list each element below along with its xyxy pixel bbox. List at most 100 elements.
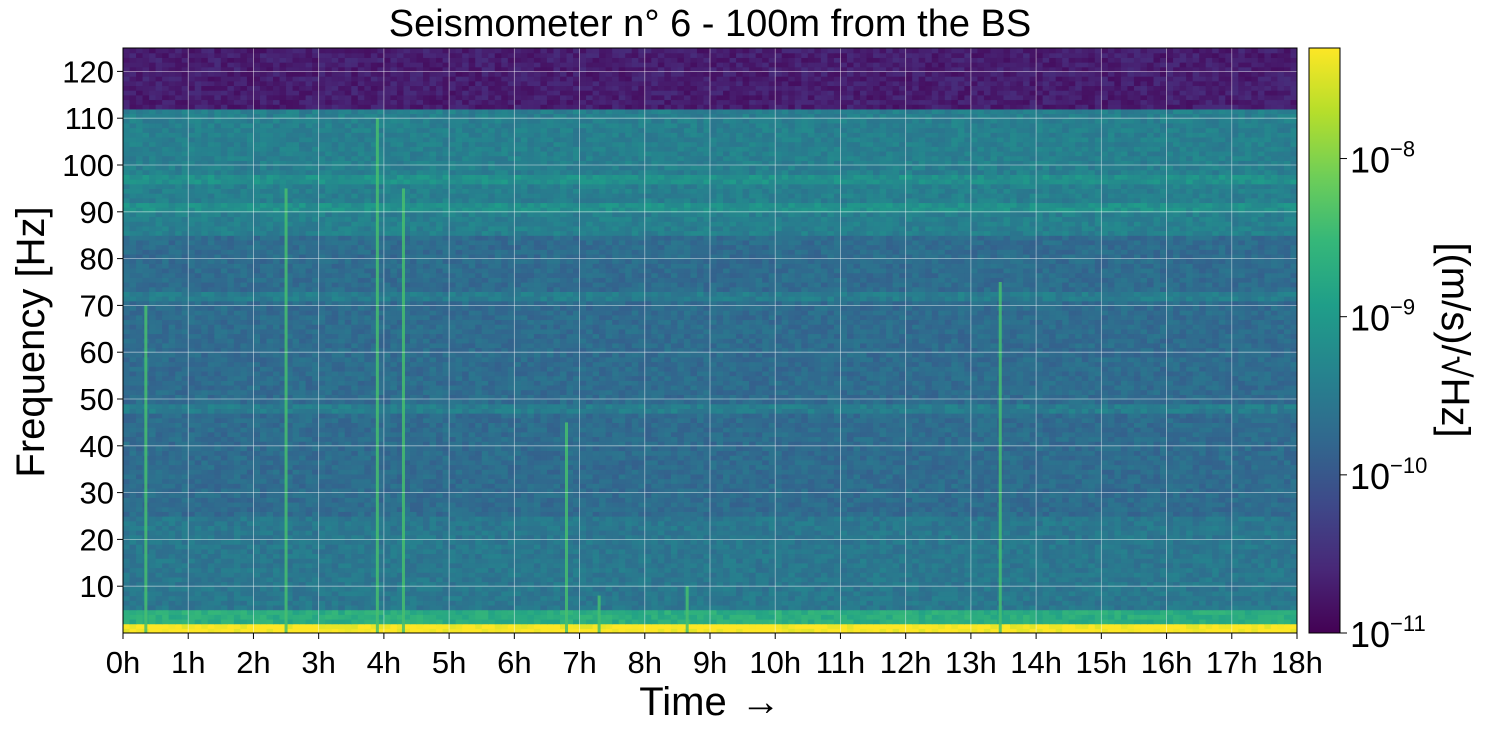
heatmap-cell [990,525,997,530]
heatmap-cell [227,596,234,601]
heatmap-cell [1180,614,1187,619]
heatmap-cell [1277,530,1284,535]
heatmap-cell [253,553,260,558]
heatmap-cell [743,511,750,516]
heatmap-cell [266,549,273,554]
heatmap-cell [188,600,195,605]
heatmap-cell [769,558,776,563]
heatmap-cell [801,507,808,512]
heatmap-cell [1232,596,1239,601]
heatmap-cell [958,577,965,582]
heatmap-cell [508,596,515,601]
heatmap-cell [625,624,632,629]
heatmap-cell [795,610,802,615]
heatmap-cell [527,605,534,610]
heatmap-cell [612,502,619,507]
heatmap-cell [723,553,730,558]
heatmap-cell [319,614,326,619]
heatmap-cell [423,586,430,591]
heatmap-cell [1004,521,1011,526]
heatmap-cell [951,558,958,563]
heatmap-cell [508,511,515,516]
heatmap-cell [351,553,358,558]
heatmap-cell [358,577,365,582]
heatmap-cell [130,577,137,582]
heatmap-cell [208,530,215,535]
heatmap-cell [886,600,893,605]
heatmap-cell [1251,507,1258,512]
heatmap-cell [1088,516,1095,521]
heatmap-cell [449,619,456,624]
heatmap-cell [606,624,613,629]
heatmap-cell [475,502,482,507]
heatmap-cell [912,530,919,535]
heatmap-cell [619,539,626,544]
heatmap-cell [645,516,652,521]
heatmap-cell [723,558,730,563]
heatmap-cell [488,521,495,526]
heatmap-cell [1160,549,1167,554]
heatmap-cell [1258,591,1265,596]
heatmap-cell [1095,577,1102,582]
heatmap-cell [182,572,189,577]
heatmap-cell [1075,605,1082,610]
heatmap-cell [1258,567,1265,572]
heatmap-cell [1271,577,1278,582]
heatmap-cell [573,516,580,521]
heatmap-cell [723,605,730,610]
heatmap-cell [423,572,430,577]
heatmap-cell [938,507,945,512]
heatmap-cell [964,516,971,521]
heatmap-cell [697,572,704,577]
heatmap-cell [651,558,658,563]
heatmap-cell [462,586,469,591]
heatmap-cell [214,525,221,530]
heatmap-cell [1023,511,1030,516]
heatmap-cell [795,577,802,582]
heatmap-cell [221,600,228,605]
heatmap-cell [227,572,234,577]
heatmap-cell [384,591,391,596]
heatmap-cell [736,563,743,568]
heatmap-cell [919,591,926,596]
heatmap-cell [625,502,632,507]
heatmap-cell [1284,539,1291,544]
heatmap-cell [782,567,789,572]
heatmap-cell [782,539,789,544]
heatmap-cell [273,614,280,619]
heatmap-cell [319,544,326,549]
heatmap-cell [840,549,847,554]
heatmap-cell [234,610,241,615]
heatmap-cell [1173,596,1180,601]
heatmap-cell [919,605,926,610]
heatmap-cell [1264,596,1271,601]
heatmap-cell [625,577,632,582]
heatmap-cell [1284,544,1291,549]
heatmap-cell [540,507,547,512]
heatmap-cell [749,572,756,577]
heatmap-cell [840,596,847,601]
heatmap-cell [1160,507,1167,512]
heatmap-cell [1173,539,1180,544]
heatmap-cell [325,586,332,591]
heatmap-cell [977,525,984,530]
heatmap-cell [684,511,691,516]
heatmap-cell [293,591,300,596]
heatmap-cell [417,511,424,516]
heatmap-cell [462,516,469,521]
heatmap-cell [423,624,430,629]
heatmap-cell [501,507,508,512]
heatmap-cell [586,516,593,521]
heatmap-cell [488,558,495,563]
heatmap-cell [358,586,365,591]
heatmap-cell [462,539,469,544]
heatmap-cell [123,521,130,526]
heatmap-cell [345,610,352,615]
heatmap-cell [710,614,717,619]
heatmap-cell [169,577,176,582]
heatmap-cell [1180,553,1187,558]
heatmap-cell [306,521,313,526]
heatmap-cell [1121,600,1128,605]
heatmap-cell [306,553,313,558]
heatmap-cell [932,507,939,512]
